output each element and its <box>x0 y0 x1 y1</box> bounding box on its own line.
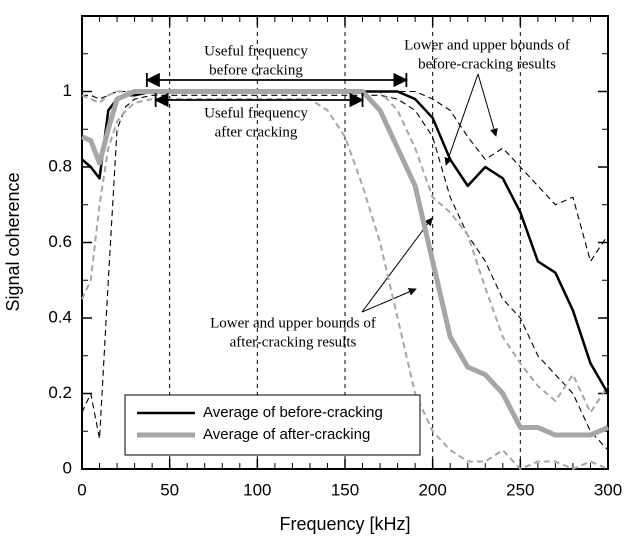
y-tick-label: 0.4 <box>48 307 72 326</box>
pointer-arrow <box>444 73 479 166</box>
annotation-text: before-cracking results <box>418 56 556 72</box>
y-tick-label: 0.8 <box>48 156 72 175</box>
legend: Average of before-cracking Average of aft… <box>124 394 421 456</box>
x-tick-label: 250 <box>506 480 534 499</box>
pointer-arrow <box>361 217 433 313</box>
annotation-text: Lower and upper bounds of <box>210 315 376 331</box>
y-tick-label: 0 <box>63 458 72 477</box>
legend-box <box>124 394 421 456</box>
annotation-text: after cracking <box>215 124 298 140</box>
annotation-text: after-cracking results <box>230 334 357 350</box>
x-tick-label: 200 <box>418 480 446 499</box>
annotation-text: before cracking <box>209 62 303 78</box>
y-tick-label: 0.2 <box>48 383 72 402</box>
x-tick-label: 0 <box>77 480 86 499</box>
annotation-text: Lower and upper bounds of <box>404 37 570 53</box>
legend-label: Average of after-cracking <box>203 426 370 443</box>
pointer-arrows <box>361 73 498 313</box>
annotation-text: Useful frequency <box>204 43 308 59</box>
series-line <box>81 89 609 438</box>
x-tick-label: 100 <box>243 480 271 499</box>
legend-label: Average of before-cracking <box>203 404 383 421</box>
x-tick-label: 300 <box>594 480 622 499</box>
x-axis-label: Frequency [kHz] <box>279 514 410 534</box>
annotation-text: Useful frequency <box>204 105 308 121</box>
y-tick-label: 0.6 <box>48 232 72 251</box>
pointer-arrow <box>361 288 417 313</box>
x-tick-label: 150 <box>331 480 359 499</box>
x-tick-label: 50 <box>160 480 179 499</box>
y-axis-label: Signal coherence <box>3 172 23 311</box>
y-tick-label: 1 <box>63 81 72 100</box>
pointer-arrow <box>477 73 498 137</box>
